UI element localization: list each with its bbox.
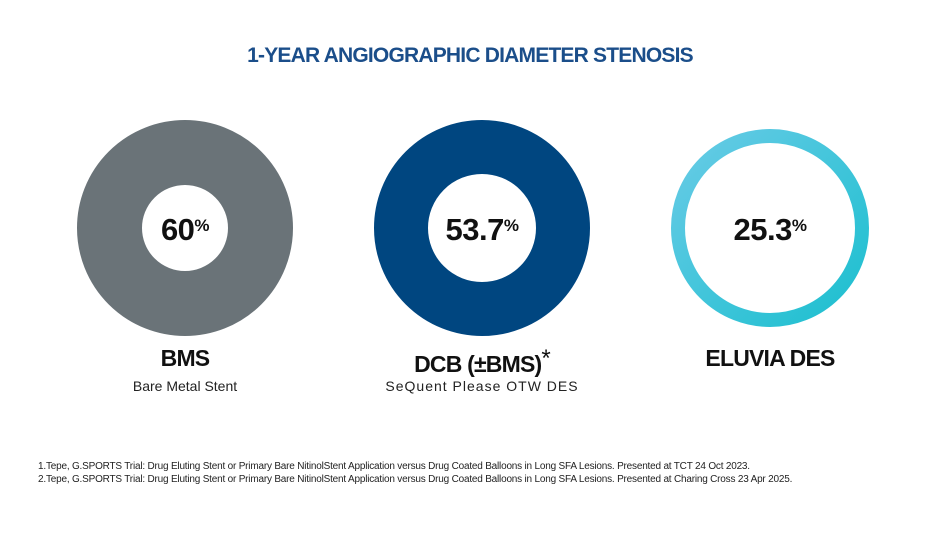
eluvia-label: ELUVIA DES (705, 345, 835, 371)
dcb-label: DCB (±BMS)* (414, 345, 551, 377)
bms-label: BMS (160, 345, 211, 371)
footnote-2: 2.Tepe, G.SPORTS Trial: Drug Eluting Ste… (38, 474, 793, 485)
dcb-value: 53.7% (445, 212, 519, 247)
bms-donut: 60% (77, 120, 293, 336)
dcb-sublabel: SeQuent Please OTW DES (385, 378, 579, 394)
eluvia-value: 25.3% (733, 212, 807, 247)
page-title: 1-YEAR ANGIOGRAPHIC DIAMETER STENOSIS (247, 44, 693, 67)
footnote-1: 1.Tepe, G.SPORTS Trial: Drug Eluting Ste… (38, 461, 750, 472)
bms-value: 60% (160, 212, 210, 247)
bms-ring (77, 120, 293, 336)
eluvia-donut: 25.3% (662, 120, 878, 336)
bms-sublabel: Bare Metal Stent (132, 378, 238, 394)
eluvia-ring (671, 129, 869, 327)
dcb-ring (374, 120, 590, 336)
dcb-donut: 53.7% (374, 120, 590, 336)
